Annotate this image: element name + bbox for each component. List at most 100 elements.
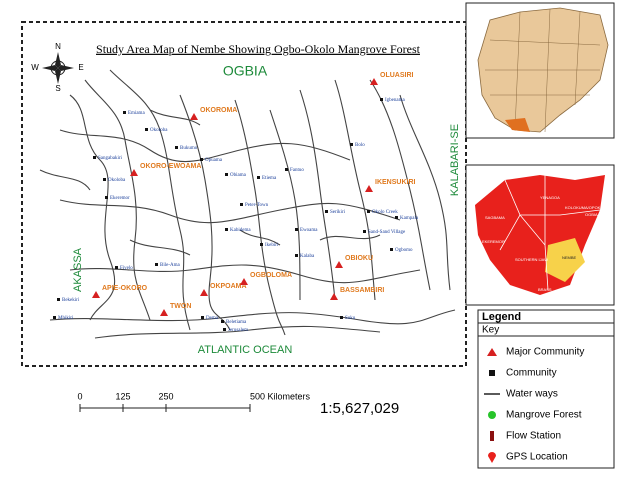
major-community	[240, 278, 248, 285]
community-label: Okoloba	[108, 178, 126, 183]
legend-symbol	[488, 411, 496, 419]
community-label: Ekeremor	[110, 196, 130, 201]
major-community	[160, 309, 168, 316]
scale-ratio: 1:5,627,029	[320, 400, 399, 417]
community	[53, 316, 56, 319]
community	[295, 254, 298, 257]
district-label: OGBIA	[585, 212, 598, 217]
community-label: Soku	[345, 316, 356, 321]
legend-symbol	[488, 452, 496, 463]
community-label: Mbikiri	[58, 316, 74, 321]
community-label: Beletiama	[226, 320, 247, 325]
legend-symbol	[489, 370, 495, 376]
community-label: Ewoama	[300, 228, 318, 233]
major-community	[370, 78, 378, 85]
community	[223, 328, 226, 331]
place-label: IKENSUKIRI	[375, 179, 416, 186]
community	[395, 216, 398, 219]
community	[340, 316, 343, 319]
legend-symbol	[490, 431, 494, 441]
community	[325, 210, 328, 213]
community-label: Serikiri	[330, 210, 346, 215]
place-label: OKORO-EWOAMA	[140, 163, 201, 170]
community-label: Opuama	[205, 158, 223, 163]
place-label: OLUASIRI	[380, 72, 414, 79]
legend-symbol	[487, 348, 497, 356]
community-label: Obiama	[230, 173, 247, 178]
place-label: OKOROMA	[200, 107, 237, 114]
community	[105, 196, 108, 199]
community	[225, 228, 228, 231]
region-label: OGBIA	[223, 63, 268, 79]
community	[260, 243, 263, 246]
major-community	[190, 113, 198, 120]
community	[201, 316, 204, 319]
legend-key: Key	[482, 325, 499, 336]
region-label: ATLANTIC OCEAN	[198, 344, 293, 356]
community-label: Bekekiri	[62, 298, 80, 303]
compass-letter: N	[55, 42, 61, 51]
community	[175, 146, 178, 149]
legend-item: GPS Location	[506, 452, 568, 463]
community-label: Kabidema	[230, 228, 251, 233]
scale-label: 250	[158, 391, 173, 401]
scale-label: 125	[115, 391, 130, 401]
major-community	[330, 293, 338, 300]
community	[367, 210, 370, 213]
district-label: NEMBE	[562, 255, 577, 260]
scale-ticks	[79, 404, 251, 412]
region-label: KALABARI-SE	[449, 124, 461, 196]
major-community	[200, 289, 208, 296]
compass-letter: E	[78, 63, 83, 72]
community-label: Fantuo	[290, 168, 304, 173]
district-label: KOLOKUMA/OPOKUMA	[565, 205, 610, 210]
map-title: Study Area Map of Nembe Showing Ogbo-Oko…	[96, 42, 421, 56]
place-label: TWON	[170, 303, 191, 310]
community	[257, 176, 260, 179]
community	[103, 178, 106, 181]
place-label: OBIOKU	[345, 255, 373, 262]
community	[200, 158, 203, 161]
community-label: Bukumo	[180, 146, 198, 151]
legend-item: Mangrove Forest	[506, 410, 582, 421]
legend-item: Major Community	[506, 347, 584, 358]
community-label: Dema	[206, 316, 219, 321]
community-label: Okoroba	[150, 128, 168, 133]
district-label: SAGBAMA	[485, 215, 505, 220]
district-label: YENAGOA	[540, 195, 560, 200]
legend-item: Flow Station	[506, 431, 561, 442]
community-label: Jerusalem	[228, 328, 248, 333]
community-label: Kalaba	[300, 254, 315, 259]
legend-item: Community	[506, 368, 557, 379]
community	[93, 156, 96, 159]
district-label: EKEREMOR	[482, 239, 505, 244]
scale-label: 500 Kilometers	[250, 391, 311, 401]
community	[285, 168, 288, 171]
place-label: BASSAMBIRI	[340, 287, 384, 294]
nigeria-states	[485, 8, 601, 133]
community-label: Ogbomo	[395, 248, 413, 253]
major-community	[335, 261, 343, 268]
nembe-highlight	[545, 238, 585, 282]
community	[221, 320, 224, 323]
community	[57, 298, 60, 301]
community	[390, 248, 393, 251]
community	[225, 173, 228, 176]
community-label: Etiema	[262, 176, 277, 181]
community-label: Kampala	[400, 216, 419, 221]
community	[240, 203, 243, 206]
community	[350, 143, 353, 146]
community-label: Igbenama	[385, 98, 405, 103]
lga-boundaries	[499, 175, 601, 291]
community-label: Fiyelo	[120, 266, 133, 271]
community-label: Sand-Sand Village	[368, 230, 406, 235]
community	[363, 230, 366, 233]
community-label: Sangabakiri	[98, 156, 122, 161]
community	[145, 128, 148, 131]
legend-title: Legend	[482, 311, 521, 323]
map-frame	[21, 21, 467, 367]
community-label: Emiama	[128, 111, 145, 116]
community-label: Peter-Town	[245, 203, 269, 208]
